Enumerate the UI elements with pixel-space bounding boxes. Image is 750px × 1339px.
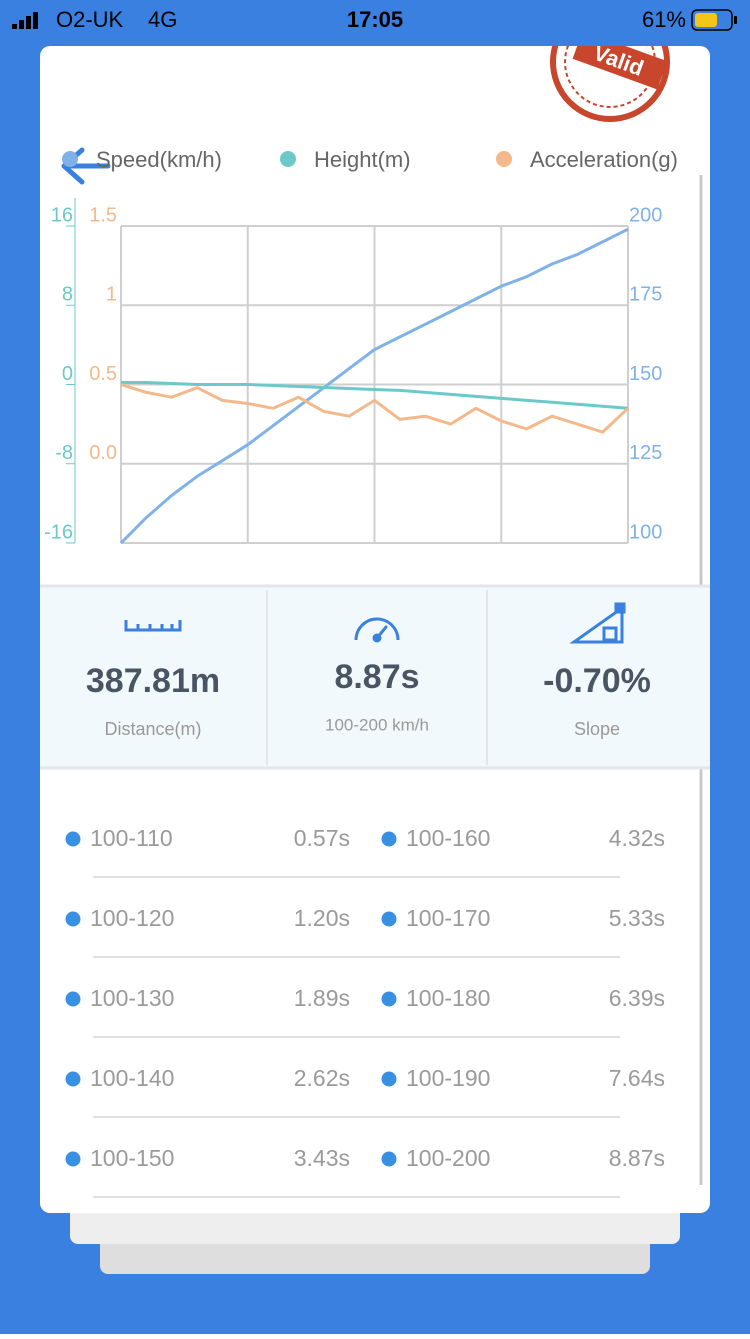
split-dot [381,1151,397,1167]
split-range: 100-110 [90,825,173,851]
split-range: 100-190 [406,1065,490,1091]
y-tick-label: 150 [629,363,662,385]
split-dot [381,911,397,927]
series-line [121,381,629,410]
split-range: 100-200 [406,1145,490,1171]
split-time: 5.33s [609,905,665,931]
split-time: 1.89s [294,985,350,1011]
split-range: 100-180 [406,985,490,1011]
y-tick-label: 0 [62,363,73,385]
split-time: 8.87s [609,1145,665,1171]
legend-label: Height(m) [314,147,411,172]
split-time: 0.57s [294,825,350,851]
y-tick-label: 1 [106,284,117,306]
chart: Speed(km/h) Height(m) Acceleration(g)10012… [44,147,678,545]
split-time: 1.20s [294,905,350,931]
split-dot [65,911,81,927]
split-time: 2.62s [294,1065,350,1091]
stat-label: Slope [574,719,620,739]
split-time: 3.43s [294,1145,350,1171]
split-range: 100-130 [90,985,174,1011]
legend-label: Acceleration(g) [530,147,678,172]
split-dot [381,831,397,847]
distance-icon [124,620,182,632]
split-dot [381,1071,397,1087]
split-range: 100-120 [90,905,174,931]
splits: 100-110 0.57s 100-160 4.32s 100-120 1.20s 100-… [65,825,665,1198]
y-tick-label: 125 [629,442,662,464]
y-tick-label: 1.5 [89,204,117,226]
split-dot [65,831,81,847]
network: 4G [148,7,177,32]
split-range: 100-160 [406,825,490,851]
y-tick-label: -8 [55,442,73,464]
split-range: 100-170 [406,905,490,931]
series-line [119,227,629,545]
split-time: 4.32s [609,825,665,851]
y-tick-label: 100 [629,521,662,543]
legend-dot [496,151,512,167]
carrier: O2-UK [56,7,124,32]
split-dot [381,991,397,1007]
legend-dot [280,151,296,167]
stat-label: Distance(m) [104,719,201,739]
battery-icon [691,9,737,31]
y-tick-label: 0.5 [89,363,117,385]
stat-label: 100-200 km/h [325,715,429,734]
signal [12,12,38,29]
speed-icon [354,617,400,643]
split-range: 100-150 [90,1145,174,1171]
slope-icon [569,602,626,644]
stat-value: 8.87s [334,658,419,696]
battery-text: 61% [642,7,686,32]
y-tick-label: -16 [44,521,73,543]
split-range: 100-140 [90,1065,174,1091]
time: 17:05 [347,7,403,32]
y-tick-label: 8 [62,284,73,306]
y-tick-label: 0.0 [89,442,117,464]
split-time: 6.39s [609,985,665,1011]
split-time: 7.64s [609,1065,665,1091]
stat-value: -0.70% [543,662,651,700]
stats-panel [40,586,710,768]
split-dot [65,991,81,1007]
stat-value: 387.81m [86,662,220,700]
y-tick-label: 175 [629,284,662,306]
series-line [120,383,630,434]
legend-dot [62,151,78,167]
y-tick-label: 16 [51,204,73,226]
split-dot [65,1071,81,1087]
legend-label: Speed(km/h) [96,147,222,172]
y-tick-label: 200 [629,204,662,226]
split-dot [65,1151,81,1167]
